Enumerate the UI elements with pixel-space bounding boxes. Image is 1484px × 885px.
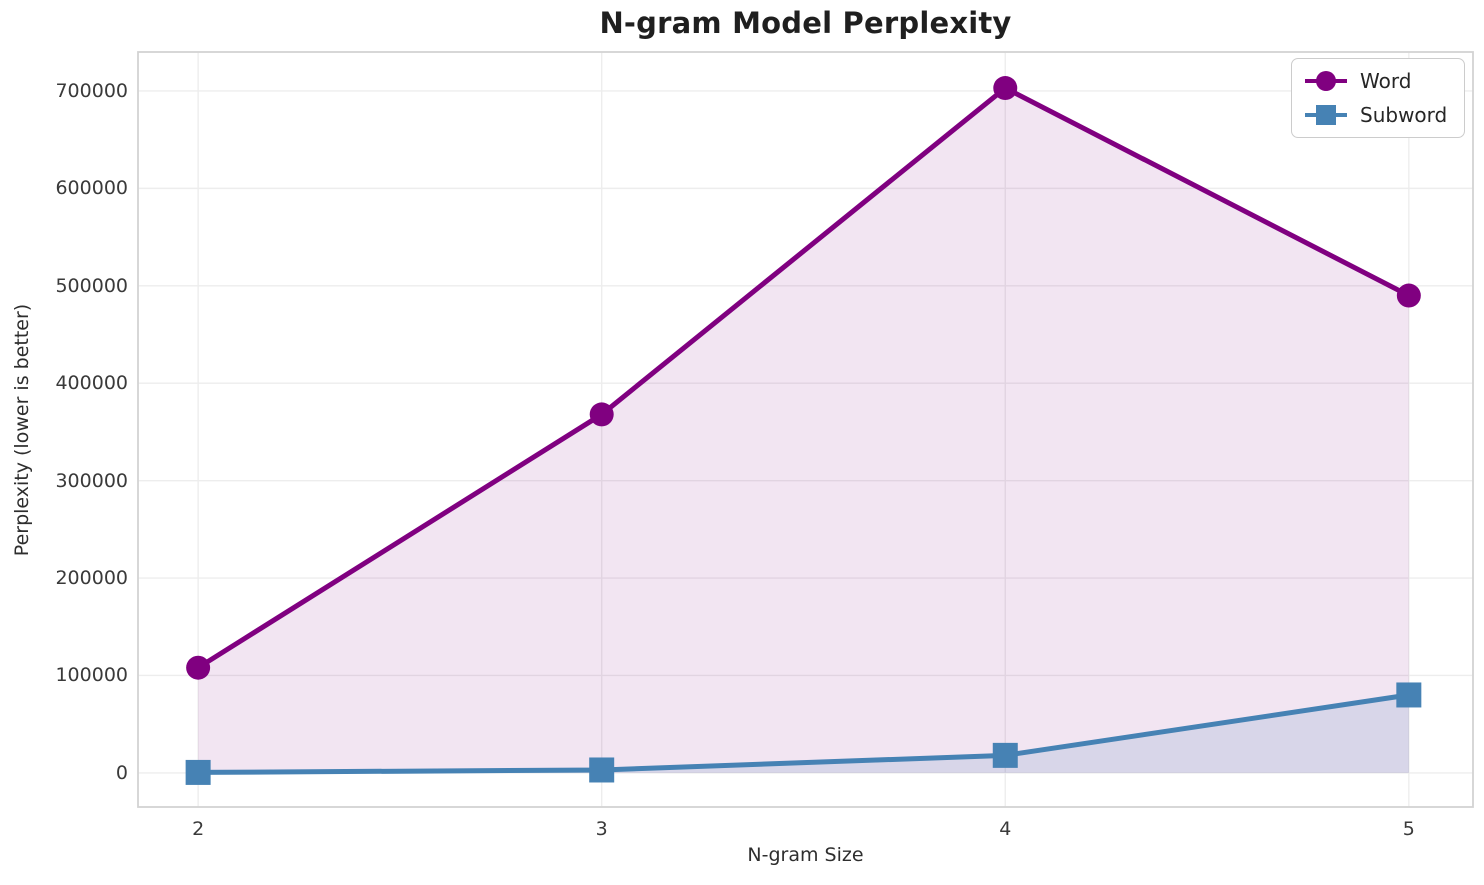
data-point-word (993, 76, 1018, 101)
y-tick-label: 500000 (55, 274, 128, 297)
legend-item-word: Word (1302, 66, 1452, 96)
y-tick-label: 600000 (55, 177, 128, 200)
data-point-word (1396, 283, 1421, 308)
y-tick-label: 0 (115, 761, 128, 784)
area-fill-word (198, 88, 1409, 773)
data-point-subword (589, 757, 615, 783)
legend-label-word: Word (1360, 69, 1412, 93)
area-fill-subword (198, 694, 1409, 773)
y-tick-label: 400000 (55, 372, 128, 395)
data-point-word (589, 402, 614, 427)
legend-label-subword: Subword (1360, 103, 1448, 127)
y-tick-label: 100000 (55, 664, 128, 687)
x-tick-label: 4 (999, 818, 1012, 840)
data-point-subword (992, 742, 1018, 768)
y-tick-label: 300000 (55, 469, 128, 492)
x-tick-label: 2 (192, 818, 205, 840)
subword-line-marker-icon (1305, 105, 1347, 125)
data-point-subword (1396, 682, 1422, 708)
line-subword (195, 692, 1412, 775)
data-point-subword (185, 759, 211, 785)
y-tick-label: 700000 (55, 79, 128, 102)
legend-item-subword: Subword (1302, 100, 1452, 130)
data-point-word (186, 655, 211, 680)
x-tick-label: 5 (1402, 818, 1415, 840)
line-word (195, 85, 1412, 671)
legend: Word Subword (1291, 58, 1465, 138)
chart-title: N-gram Model Perplexity (599, 6, 1012, 40)
plot-border (137, 51, 1474, 808)
word-line-marker-icon (1305, 71, 1347, 91)
x-tick-label: 3 (595, 818, 608, 840)
y-tick-label: 200000 (55, 567, 128, 590)
x-axis-label: N-gram Size (747, 844, 864, 866)
